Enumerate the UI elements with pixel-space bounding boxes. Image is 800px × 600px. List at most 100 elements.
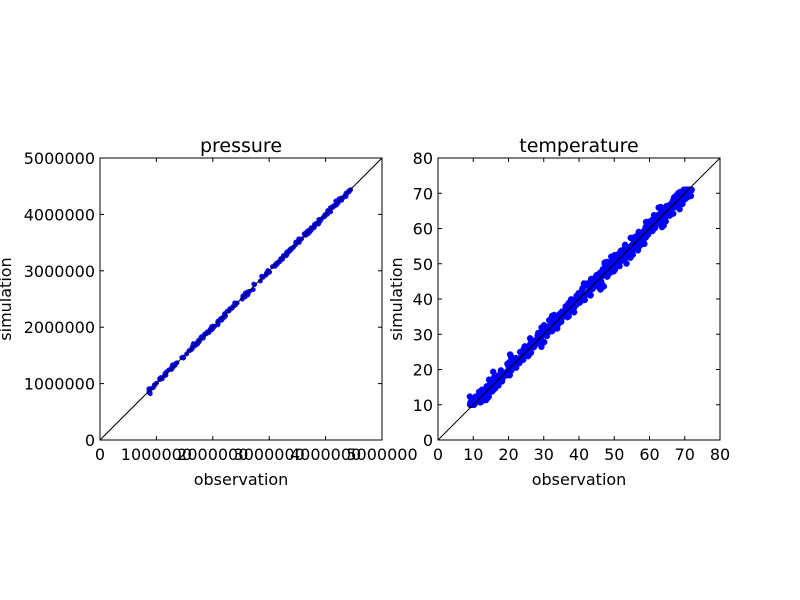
temperature-data-point — [686, 186, 693, 193]
pressure-y-tick-label: 4000000 — [24, 205, 95, 224]
temperature-data-point — [606, 268, 614, 275]
temperature-data-point — [575, 289, 582, 297]
pressure-x-axis-label: observation — [194, 470, 289, 489]
temperature-data-point — [661, 208, 668, 216]
temperature-data-point — [584, 280, 591, 287]
temperature-data-point — [547, 326, 554, 334]
temperature-data-point — [564, 313, 571, 321]
temperature-data-point — [586, 288, 593, 296]
temperature-data-point — [618, 249, 625, 256]
temperature-data-point — [615, 256, 623, 264]
pressure-x-tick-label: 0 — [95, 445, 105, 464]
pressure-y-tick-label: 2000000 — [24, 318, 95, 337]
temperature-data-point — [534, 332, 541, 339]
temperature-y-axis-label: simulation — [387, 257, 406, 340]
temperature-data-point — [543, 332, 551, 340]
temperature-data-point — [489, 368, 497, 376]
pressure-axes-frame — [99, 157, 383, 441]
pressure-data-point — [264, 269, 270, 275]
temperature-data-point — [551, 319, 558, 326]
pressure-data-point — [166, 367, 172, 373]
temperature-y-tick-label: 20 — [413, 361, 433, 380]
pressure-data-point — [274, 261, 280, 267]
temperature-data-point — [624, 252, 632, 259]
temperature-x-tick-label: 20 — [498, 445, 518, 464]
temperature-data-point — [596, 269, 604, 277]
pressure-data-point — [310, 225, 316, 231]
pressure-subplot: pressure 0 100000020000003000000400000050… — [0, 135, 418, 489]
pressure-x-tick-label: 1000000 — [121, 445, 192, 464]
temperature-x-tick-label: 30 — [534, 445, 554, 464]
temperature-data-point — [608, 253, 615, 260]
temperature-data-point — [670, 194, 678, 202]
temperature-data-point — [531, 338, 539, 345]
temperature-data-point — [665, 203, 673, 211]
pressure-data-point — [226, 307, 232, 313]
pressure-y-tick-label: 1000000 — [24, 375, 95, 394]
temperature-subplot: temperature 0 10 20 30 40 50 60 70 80 0 10 20 30 40 5… — [387, 135, 730, 489]
pressure-y-tick-label: 0 — [85, 431, 95, 450]
pressure-data-point — [210, 323, 216, 329]
temperature-x-axis-label: observation — [532, 470, 627, 489]
pressure-chart-title: pressure — [200, 135, 282, 157]
pressure-data-point — [147, 391, 153, 397]
pressure-x-tick-label: 4000000 — [290, 445, 361, 464]
temperature-y-tick-label: 60 — [413, 220, 433, 239]
pressure-data-point — [302, 231, 308, 237]
temperature-data-point — [603, 258, 611, 266]
pressure-x-tick-label: 5000000 — [346, 445, 417, 464]
temperature-data-point — [493, 379, 500, 387]
temperature-data-point — [616, 262, 623, 270]
pressure-y-tick-label: 3000000 — [24, 262, 95, 281]
pressure-data-point — [335, 200, 341, 206]
temperature-scatter-points — [466, 186, 695, 408]
pressure-data-point — [200, 335, 206, 341]
temperature-data-point — [658, 223, 666, 231]
temperature-data-point — [650, 211, 658, 219]
temperature-x-tick-label: 80 — [710, 445, 730, 464]
temperature-x-tick-label: 60 — [639, 445, 659, 464]
temperature-y-tick-label: 40 — [413, 290, 433, 309]
pressure-data-point — [240, 293, 246, 299]
pressure-reference-line — [99, 157, 383, 441]
temperature-data-point — [589, 275, 596, 283]
temperature-y-tick-label: 80 — [413, 149, 433, 168]
temperature-data-point — [579, 296, 587, 304]
temperature-y-tick-label: 0 — [423, 431, 433, 450]
temperature-y-tick-label: 70 — [413, 184, 433, 203]
pressure-data-point — [340, 195, 346, 201]
temperature-data-point — [623, 260, 630, 267]
temperature-chart-title: temperature — [519, 135, 638, 157]
pressure-data-point — [252, 282, 258, 288]
temperature-data-point — [550, 311, 558, 319]
temperature-y-tick-label: 30 — [413, 325, 433, 344]
pressure-y-axis-label: simulation — [0, 257, 15, 340]
temperature-y-tick-label: 10 — [413, 396, 433, 415]
pressure-x-tick-label: 2000000 — [177, 445, 248, 464]
temperature-data-point — [684, 194, 691, 201]
temperature-reference-line — [437, 157, 721, 441]
temperature-data-point — [669, 210, 677, 217]
temperature-y-tick-label: 50 — [413, 255, 433, 274]
temperature-x-tick-label: 50 — [604, 445, 624, 464]
temperature-data-point — [540, 327, 548, 334]
pressure-y-ticks: 0 1000000 2000000 3000000 4000000 5000000 — [24, 149, 382, 450]
pressure-data-point — [257, 278, 263, 284]
temperature-data-point — [640, 237, 647, 245]
temperature-x-tick-label: 0 — [433, 445, 443, 464]
temperature-data-point — [645, 218, 653, 226]
temperature-data-point — [679, 200, 686, 208]
pressure-y-tick-label: 5000000 — [24, 149, 95, 168]
temperature-y-ticks: 0 10 20 30 40 50 60 70 80 — [413, 149, 720, 450]
temperature-data-point — [495, 372, 502, 379]
temperature-x-ticks: 0 10 20 30 40 50 60 70 80 — [433, 158, 730, 464]
temperature-data-point — [520, 356, 527, 363]
temperature-x-tick-label: 70 — [675, 445, 695, 464]
temperature-data-point — [540, 338, 548, 346]
pressure-x-tick-label: 3000000 — [234, 445, 305, 464]
temperature-data-point — [673, 202, 680, 210]
temperature-data-point — [473, 394, 481, 402]
